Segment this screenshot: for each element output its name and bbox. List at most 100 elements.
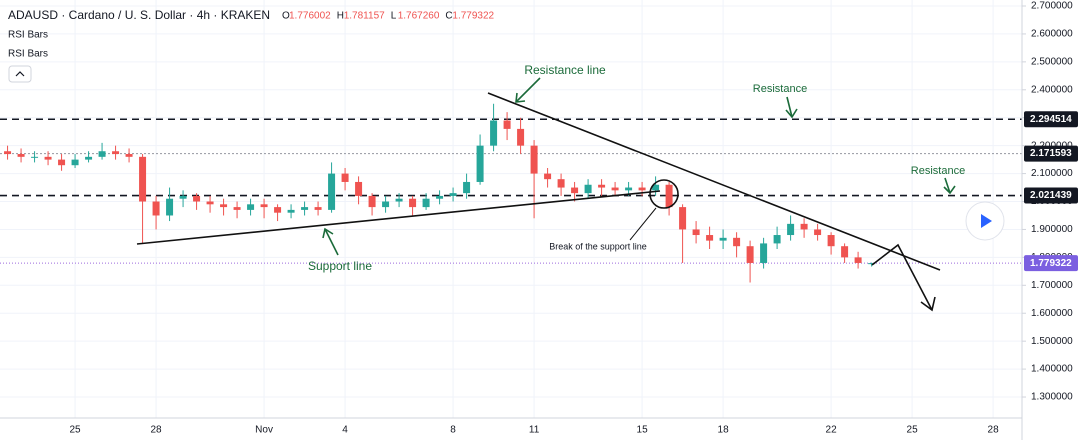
x-tick-label: Nov bbox=[255, 425, 273, 436]
candle-body bbox=[193, 195, 201, 202]
candle-body bbox=[395, 198, 403, 202]
candle-body bbox=[557, 179, 565, 188]
candles bbox=[4, 103, 876, 283]
y-tick-label: 2.100000 bbox=[1031, 168, 1073, 179]
x-tick-label: 28 bbox=[988, 425, 1000, 436]
candle-body bbox=[800, 223, 808, 230]
annotations: Resistance line Resistance Resistance Suppo… bbox=[308, 63, 965, 273]
candle-body bbox=[98, 151, 106, 157]
candle-body bbox=[71, 159, 79, 166]
candle-body bbox=[706, 235, 714, 241]
annotation: Resistance bbox=[911, 165, 965, 177]
candle-body bbox=[436, 195, 444, 199]
candle-body bbox=[179, 195, 187, 199]
price-tag bbox=[1024, 145, 1078, 162]
arrow-head bbox=[920, 296, 936, 312]
candle-body bbox=[638, 187, 646, 191]
price-tag-label: 2.294514 bbox=[1030, 114, 1072, 125]
candle-body bbox=[463, 181, 471, 194]
candle-body bbox=[814, 229, 822, 236]
ohlc-label: L bbox=[391, 11, 397, 22]
time-axis: 25 28 Nov 4 8 11 15 18 22 25 28 bbox=[70, 425, 1000, 436]
annotation: Resistance line bbox=[524, 63, 606, 77]
candle-body bbox=[490, 120, 498, 146]
collapse-button[interactable] bbox=[8, 65, 32, 83]
candle-body bbox=[206, 201, 214, 205]
candle-body bbox=[44, 156, 52, 160]
ohlc-label: O bbox=[282, 11, 290, 22]
ohlc-label: C bbox=[445, 11, 452, 22]
candle-body bbox=[530, 145, 538, 174]
candle-body bbox=[611, 187, 619, 191]
x-tick-label: 11 bbox=[529, 425, 540, 436]
candle-body bbox=[139, 156, 147, 202]
price-tag-label: 2.171593 bbox=[1030, 148, 1072, 159]
candle-body bbox=[625, 187, 633, 191]
y-tick-label: 1.700000 bbox=[1031, 280, 1073, 291]
candle-body bbox=[584, 184, 592, 194]
candle-body bbox=[571, 187, 579, 194]
ohlc-value: 1.779322 bbox=[452, 11, 494, 22]
candle-body bbox=[166, 198, 174, 216]
candle-body bbox=[476, 145, 484, 182]
candle-body bbox=[382, 201, 390, 208]
y-tick-label: 1.300000 bbox=[1031, 392, 1073, 403]
annotation: Break of the support line bbox=[549, 241, 647, 251]
candle-body bbox=[58, 159, 66, 166]
collapse-icon bbox=[15, 71, 25, 77]
annotation: Support line bbox=[308, 259, 372, 273]
projection-arrow bbox=[871, 243, 933, 311]
candle-body bbox=[409, 198, 417, 208]
y-tick-label: 2.500000 bbox=[1031, 57, 1073, 68]
support-trendline bbox=[136, 190, 661, 245]
resistance-trendline bbox=[487, 92, 941, 271]
price-tag bbox=[1024, 255, 1078, 272]
annotation: Resistance bbox=[753, 83, 807, 95]
candle-body bbox=[773, 235, 781, 244]
candle-body bbox=[544, 173, 552, 180]
candle-body bbox=[31, 156, 39, 158]
candle-body bbox=[112, 151, 120, 155]
candle-body bbox=[17, 154, 25, 157]
candle-body bbox=[719, 237, 727, 241]
ohlc-readout: O 1.776002 H 1.781157 L 1.767260 C 1.779322 bbox=[282, 11, 495, 22]
candle-body bbox=[787, 223, 795, 236]
price-tag-label: 2.021439 bbox=[1030, 190, 1072, 201]
candle-body bbox=[503, 120, 511, 129]
ohlc-label: H bbox=[337, 11, 344, 22]
candle-body bbox=[733, 237, 741, 247]
candle-body bbox=[422, 198, 430, 208]
y-tick-label: 1.900000 bbox=[1031, 224, 1073, 235]
levels bbox=[0, 118, 1022, 264]
price-tag-label: 1.779322 bbox=[1030, 258, 1072, 269]
x-tick-label: 22 bbox=[826, 425, 838, 436]
candle-body bbox=[652, 184, 660, 191]
x-tick-label: 4 bbox=[342, 425, 348, 436]
candle-body bbox=[841, 246, 849, 258]
price-tag bbox=[1024, 111, 1078, 128]
candle-body bbox=[760, 243, 768, 263]
candle-body bbox=[598, 184, 606, 188]
candle-body bbox=[854, 257, 862, 263]
candle-body bbox=[274, 207, 282, 213]
pointer bbox=[629, 207, 657, 241]
indicator[interactable]: RSI Bars bbox=[8, 49, 48, 60]
x-tick-label: 25 bbox=[907, 425, 919, 436]
candle-body bbox=[260, 204, 268, 208]
y-tick-label: 1.500000 bbox=[1031, 336, 1073, 347]
candle-body bbox=[220, 204, 228, 208]
candle-body bbox=[314, 207, 322, 210]
annotation-arrows bbox=[322, 77, 956, 256]
x-tick-label: 8 bbox=[450, 425, 456, 436]
candle-body bbox=[125, 154, 133, 157]
candle-body bbox=[368, 195, 376, 208]
candle-body bbox=[247, 204, 255, 210]
indicator[interactable]: RSI Bars bbox=[8, 30, 48, 41]
price-tags: 2.294514 2.171593 2.021439 1.779322 bbox=[1024, 111, 1078, 272]
candle-body bbox=[355, 181, 363, 196]
x-tick-label: 28 bbox=[151, 425, 163, 436]
y-tick-label: 1.600000 bbox=[1031, 308, 1073, 319]
candle-body bbox=[746, 246, 754, 263]
candle-body bbox=[328, 173, 336, 210]
